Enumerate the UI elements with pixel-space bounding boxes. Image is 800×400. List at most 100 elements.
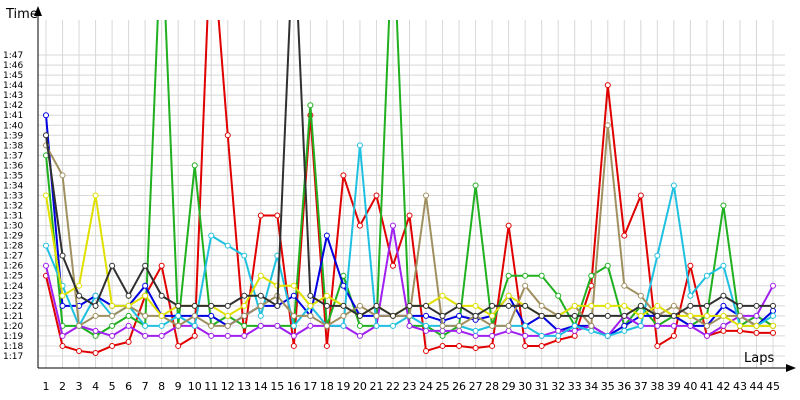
point [191, 302, 198, 309]
point [340, 172, 347, 179]
point [257, 322, 264, 329]
point [158, 332, 165, 339]
point [687, 312, 694, 319]
point [142, 262, 149, 269]
point [241, 312, 248, 319]
point [142, 312, 149, 319]
point [472, 302, 479, 309]
point [423, 322, 430, 329]
point [290, 292, 297, 299]
point [472, 327, 479, 334]
point [604, 82, 611, 89]
point [604, 122, 611, 129]
point [43, 262, 49, 269]
point [538, 302, 545, 309]
point [604, 262, 611, 269]
point [290, 332, 297, 339]
point [670, 302, 677, 309]
point [670, 322, 677, 329]
y-tick-label: 1:47 [3, 51, 23, 61]
x-tick-label: 21 [369, 380, 383, 393]
point [224, 302, 231, 309]
point [241, 252, 248, 259]
point [307, 102, 314, 109]
point [687, 322, 694, 329]
x-tick-label: 42 [716, 380, 730, 393]
x-tick-label: 5 [109, 380, 116, 393]
point [356, 302, 363, 309]
point [323, 322, 330, 329]
x-tick-label: 3 [76, 380, 83, 393]
x-tick-label: 4 [92, 380, 99, 393]
y-arrow [34, 6, 42, 16]
x-tick-label: 19 [336, 380, 350, 393]
point [224, 132, 231, 139]
point [208, 322, 215, 329]
x-tick-label: 2 [59, 380, 66, 393]
point [588, 312, 595, 319]
x-tick-label: 40 [683, 380, 697, 393]
point [307, 322, 314, 329]
y-tick-label: 1:40 [3, 121, 23, 131]
y-tick-label: 1:22 [3, 302, 23, 312]
point [505, 292, 512, 299]
point [522, 282, 529, 289]
point [142, 332, 149, 339]
point [125, 292, 132, 299]
point [770, 307, 776, 314]
point [109, 322, 116, 329]
point [125, 338, 132, 345]
point [670, 312, 677, 319]
point [257, 292, 264, 299]
point [92, 302, 99, 309]
point [340, 302, 347, 309]
point [621, 302, 628, 309]
y-tick-label: 1:34 [3, 181, 23, 191]
point [356, 142, 363, 149]
x-tick-label: 9 [175, 380, 182, 393]
point [406, 302, 413, 309]
tick-labels: 1:171:181:191:201:211:221:231:241:251:26… [3, 51, 780, 393]
point [654, 322, 661, 329]
point [670, 332, 677, 339]
point [175, 322, 182, 329]
point [770, 302, 776, 309]
point [588, 272, 595, 279]
point [43, 132, 49, 139]
point [423, 312, 430, 319]
x-tick-label: 23 [403, 380, 417, 393]
point [621, 232, 628, 239]
point [522, 302, 529, 309]
point [43, 242, 49, 249]
point [456, 342, 463, 349]
point [274, 302, 281, 309]
x-tick-label: 22 [386, 380, 400, 393]
point [703, 302, 710, 309]
point [489, 342, 496, 349]
point [323, 342, 330, 349]
point [389, 322, 396, 329]
point [753, 329, 760, 336]
point [43, 112, 49, 119]
point [290, 322, 297, 329]
point [175, 312, 182, 319]
point [43, 192, 49, 199]
y-tick-label: 1:44 [3, 81, 23, 91]
point [720, 262, 727, 269]
point [423, 192, 430, 199]
point [522, 342, 529, 349]
point [241, 302, 248, 309]
point [241, 322, 248, 329]
x-tick-label: 25 [436, 380, 450, 393]
y-tick-label: 1:21 [3, 312, 23, 322]
point [109, 332, 116, 339]
point [637, 292, 644, 299]
point [142, 282, 149, 289]
y-tick-label: 1:35 [3, 171, 23, 181]
point [224, 322, 231, 329]
point [257, 312, 264, 319]
point [720, 302, 727, 309]
point [703, 272, 710, 279]
y-tick-label: 1:24 [3, 282, 23, 292]
